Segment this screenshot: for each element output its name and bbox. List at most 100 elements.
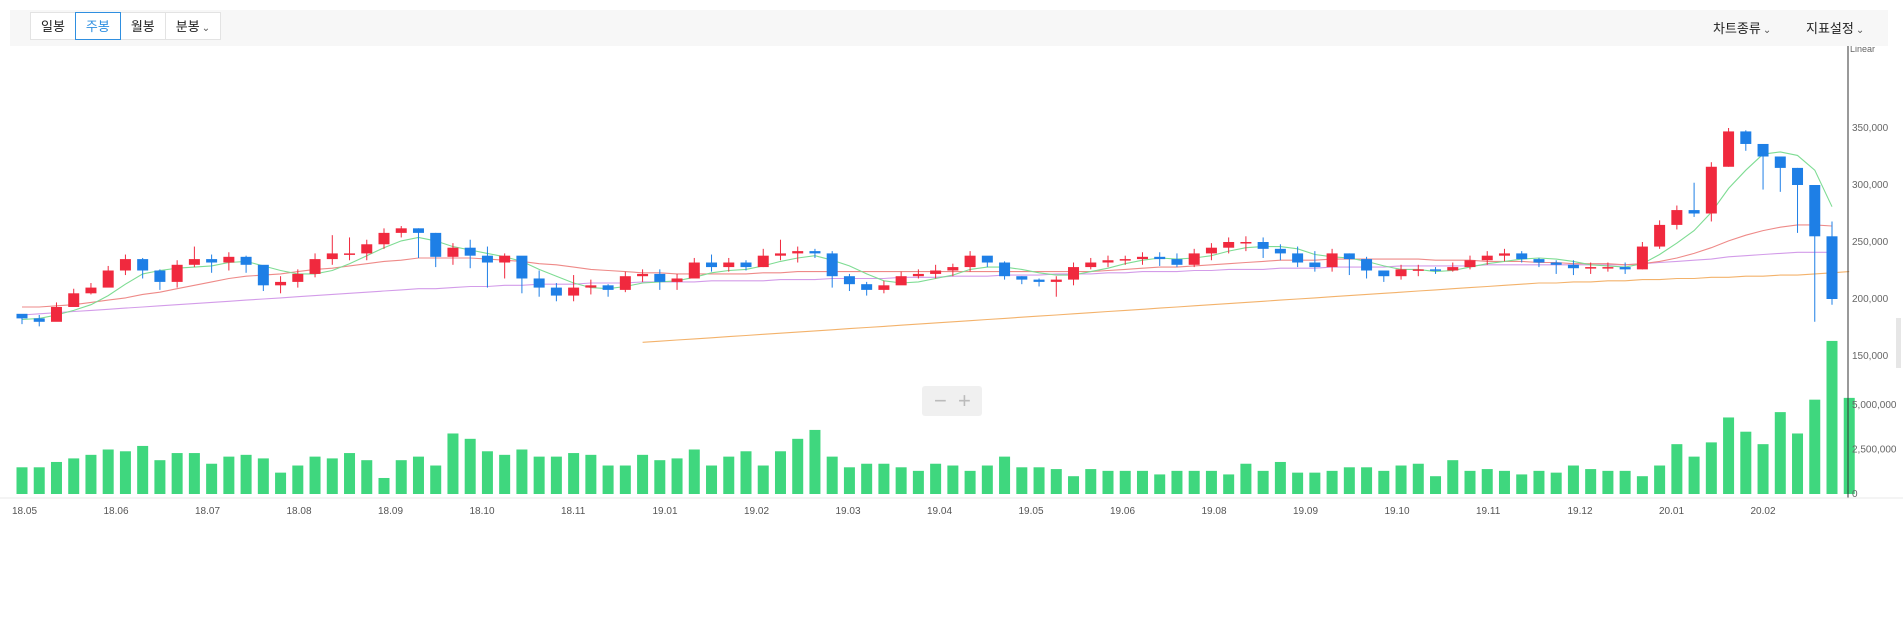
candle-body bbox=[1447, 267, 1459, 271]
candle-body bbox=[1705, 166, 1717, 214]
scrollbar-thumb[interactable] bbox=[1896, 318, 1901, 368]
volume-bar bbox=[1654, 465, 1666, 494]
volume-bar bbox=[68, 458, 80, 494]
volume-tick-label: 0 bbox=[1852, 489, 1858, 500]
price-tick-label: 350,000 bbox=[1852, 123, 1889, 134]
candle-body bbox=[1136, 256, 1148, 260]
candle-body bbox=[1257, 242, 1269, 249]
volume-tick-label: 5,000,000 bbox=[1852, 400, 1897, 411]
volume-bar bbox=[1481, 469, 1493, 494]
volume-bar bbox=[1223, 474, 1235, 494]
tab-minute[interactable]: 분봉 ⌄ bbox=[164, 12, 222, 40]
volume-bar bbox=[378, 477, 390, 494]
volume-bar bbox=[740, 451, 752, 494]
indicator-settings-button[interactable]: 지표설정 ⌄ bbox=[1806, 18, 1864, 37]
volume-bar bbox=[499, 454, 511, 494]
tab-daily[interactable]: 일봉 bbox=[30, 12, 76, 40]
volume-bar bbox=[1843, 397, 1855, 494]
candle-body bbox=[912, 273, 924, 277]
volume-bar bbox=[757, 465, 769, 494]
volume-bar bbox=[171, 453, 183, 494]
volume-bar bbox=[1533, 470, 1545, 494]
candle-body bbox=[1033, 279, 1045, 282]
candle-body bbox=[619, 276, 631, 290]
chart-type-button[interactable]: 차트종류 ⌄ bbox=[1713, 18, 1771, 37]
candle-body bbox=[1757, 143, 1769, 157]
volume-bar bbox=[326, 458, 338, 494]
volume-bar bbox=[671, 458, 683, 494]
candle-body bbox=[774, 253, 786, 256]
tab-minute-label: 분봉 bbox=[175, 19, 200, 34]
volume-bar bbox=[1447, 460, 1459, 494]
volume-bar bbox=[637, 454, 649, 494]
volume-bar bbox=[275, 472, 287, 494]
candle-body bbox=[1654, 224, 1666, 247]
candle-body bbox=[688, 262, 700, 279]
candle-body bbox=[1205, 247, 1217, 254]
volume-bar bbox=[344, 453, 356, 494]
candle-body bbox=[240, 256, 252, 265]
candle-body bbox=[809, 251, 821, 254]
candle-body bbox=[947, 267, 959, 271]
volume-bar bbox=[1016, 467, 1028, 494]
candle-body bbox=[1188, 253, 1200, 265]
price-tick-label: 300,000 bbox=[1852, 180, 1889, 191]
volume-bar bbox=[16, 467, 28, 494]
x-tick-label: 18.09 bbox=[378, 506, 403, 517]
tab-weekly[interactable]: 주봉 bbox=[74, 12, 121, 40]
candle-body bbox=[964, 255, 976, 268]
volume-bar bbox=[1033, 467, 1045, 494]
volume-tick-label: 2,500,000 bbox=[1852, 445, 1897, 456]
volume-bar bbox=[50, 461, 62, 494]
volume-bar bbox=[1378, 470, 1390, 494]
candle-body bbox=[499, 255, 511, 263]
ma5-line bbox=[21, 151, 1833, 321]
ma20-line bbox=[22, 224, 1833, 308]
candle-body bbox=[1361, 259, 1373, 271]
volume-bar bbox=[1619, 470, 1631, 494]
candle-body bbox=[1085, 262, 1097, 268]
volume-bar bbox=[550, 456, 562, 494]
x-tick-label: 18.10 bbox=[470, 506, 495, 517]
candle-body bbox=[1550, 262, 1562, 265]
candle-body bbox=[257, 264, 269, 286]
zoom-control[interactable] bbox=[922, 386, 982, 416]
volume-bar bbox=[412, 456, 424, 494]
ma60-line bbox=[21, 251, 1832, 316]
stock-chart[interactable]: − + Linear 350,000 300,000 250,000 200,000 15… bbox=[0, 46, 1903, 637]
volume-bar bbox=[1809, 399, 1821, 494]
chart-toolbar: 일봉 주봉 월봉 분봉 ⌄ 차트종류 ⌄ 지표설정 ⌄ bbox=[10, 10, 1888, 46]
volume-bar bbox=[430, 465, 442, 494]
candle-body bbox=[585, 285, 597, 288]
candle-body bbox=[1223, 242, 1235, 248]
candle-body bbox=[1774, 156, 1786, 168]
candle-body bbox=[481, 255, 493, 263]
candle-body bbox=[68, 293, 80, 307]
volume-bar bbox=[568, 453, 580, 494]
volume-bar bbox=[464, 438, 476, 494]
candle-body bbox=[1326, 253, 1338, 268]
candle-body bbox=[792, 251, 804, 254]
candle-body bbox=[1792, 167, 1804, 185]
zoom-out-button[interactable]: − bbox=[934, 388, 947, 413]
volume-bar bbox=[964, 470, 976, 494]
volume-bar bbox=[1740, 431, 1752, 494]
candle-body bbox=[102, 270, 114, 288]
volume-bar bbox=[1826, 340, 1838, 494]
volume-bar bbox=[188, 453, 200, 494]
tab-monthly[interactable]: 월봉 bbox=[119, 12, 166, 40]
candle-body bbox=[637, 273, 649, 277]
volume-bar bbox=[1602, 470, 1614, 494]
volume-bar bbox=[223, 456, 235, 494]
volume-bar bbox=[240, 454, 252, 494]
candle-body bbox=[1602, 267, 1614, 269]
candle-body bbox=[1516, 253, 1528, 260]
candle-body bbox=[223, 256, 235, 263]
candle-body bbox=[1309, 262, 1321, 268]
candle-body bbox=[292, 273, 304, 282]
axes: Linear 350,000 300,000 250,000 200,000 150,00… bbox=[0, 46, 1903, 517]
volume-bar bbox=[137, 445, 149, 494]
zoom-in-button[interactable]: + bbox=[958, 388, 971, 413]
candle-body bbox=[533, 278, 545, 288]
volume-bar bbox=[981, 465, 993, 494]
